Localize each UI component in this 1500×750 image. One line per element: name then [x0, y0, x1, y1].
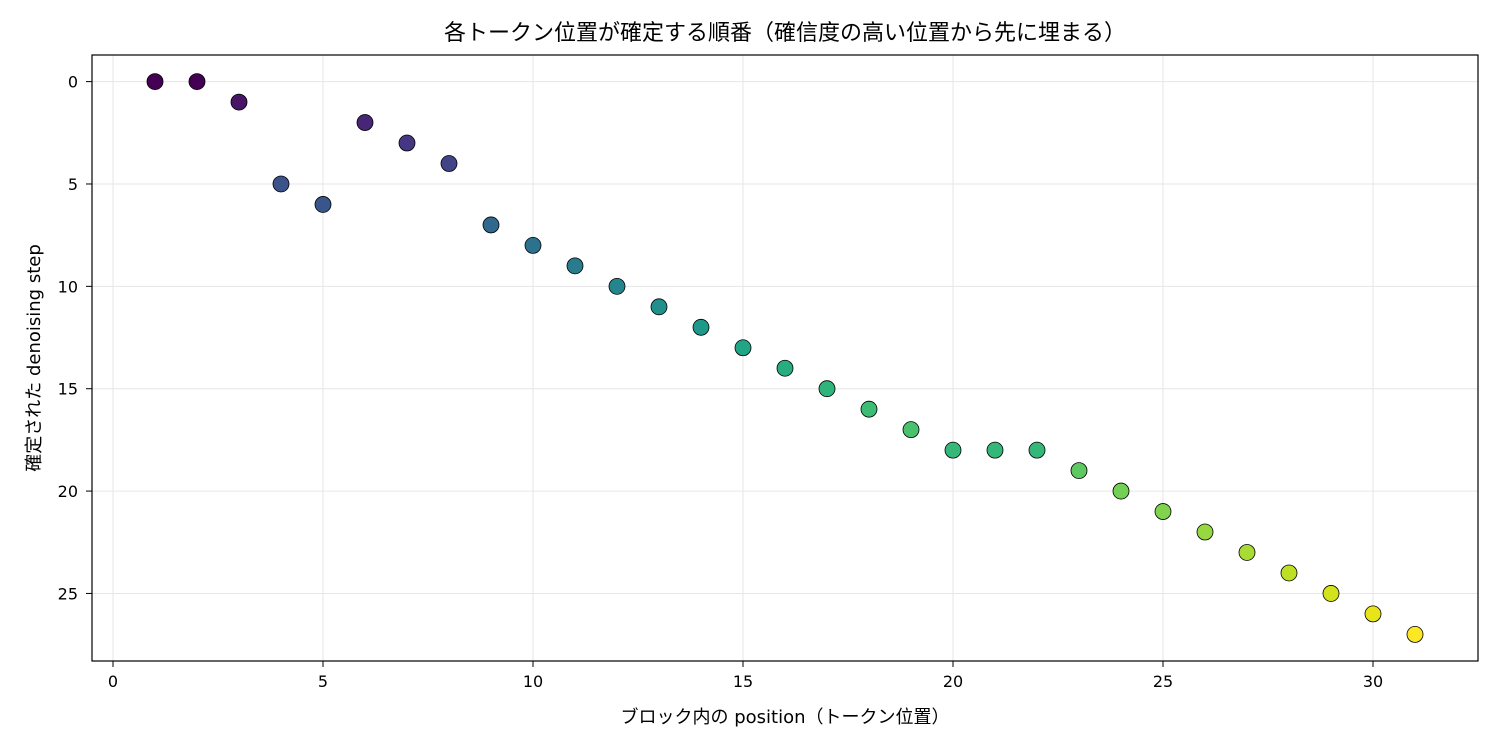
- x-axis-label: ブロック内の position（トークン位置）: [620, 706, 949, 728]
- data-points: [146, 73, 1424, 643]
- scatter-point: [1196, 523, 1214, 541]
- scatter-point: [1322, 585, 1340, 602]
- plot-frame: [91, 54, 1479, 662]
- scatter-point: [776, 359, 794, 377]
- scatter-point: [1154, 503, 1172, 520]
- x-tick-label: 10: [523, 672, 543, 691]
- scatter-point: [1280, 564, 1298, 582]
- y-axis-label: 確定された denoising step: [24, 244, 45, 472]
- scatter-point: [482, 216, 500, 234]
- scatter-point: [986, 441, 1004, 459]
- y-tick-label: 10: [58, 277, 78, 296]
- x-tick-label: 5: [318, 672, 328, 691]
- scatter-point: [230, 93, 248, 111]
- scatter-point: [1364, 605, 1382, 623]
- scatter-point: [1070, 462, 1088, 480]
- x-tick-label: 0: [108, 672, 118, 691]
- scatter-point: [860, 400, 878, 418]
- grid: [92, 55, 1478, 661]
- y-tick-label: 20: [58, 482, 78, 501]
- scatter-point: [566, 257, 584, 275]
- x-tick-label: 15: [733, 672, 753, 691]
- scatter-point: [1406, 625, 1424, 643]
- scatter-point: [188, 73, 206, 91]
- y-tick-label: 0: [68, 73, 78, 92]
- x-tick-label: 30: [1363, 672, 1383, 691]
- y-axis-ticks: 0 5 10 15 20 25: [58, 73, 92, 603]
- scatter-point: [146, 73, 164, 91]
- y-tick-label: 25: [58, 584, 78, 603]
- x-tick-label: 20: [943, 672, 963, 691]
- scatter-point: [944, 441, 962, 459]
- x-axis-ticks: 0 5 10 15 20 25 30: [108, 661, 1383, 691]
- scatter-point: [818, 380, 836, 398]
- scatter-point: [1112, 482, 1130, 500]
- chart-title: 各トークン位置が確定する順番（確信度の高い位置から先に埋まる）: [444, 21, 1126, 46]
- y-tick-label: 15: [58, 380, 78, 399]
- x-tick-label: 25: [1153, 672, 1173, 691]
- y-tick-label: 5: [68, 175, 78, 194]
- scatter-point: [650, 298, 668, 316]
- scatter-point: [1238, 544, 1256, 561]
- scatter-point: [902, 421, 920, 439]
- scatter-point: [314, 196, 332, 213]
- scatter-point: [398, 134, 416, 152]
- scatter-point: [524, 236, 542, 254]
- scatter-point: [272, 175, 290, 193]
- scatter-point: [734, 339, 752, 357]
- scatter-point: [440, 155, 458, 172]
- scatter-point: [692, 318, 710, 336]
- scatter-point: [356, 114, 374, 131]
- scatter-point: [1028, 441, 1046, 459]
- scatter-point: [608, 277, 626, 295]
